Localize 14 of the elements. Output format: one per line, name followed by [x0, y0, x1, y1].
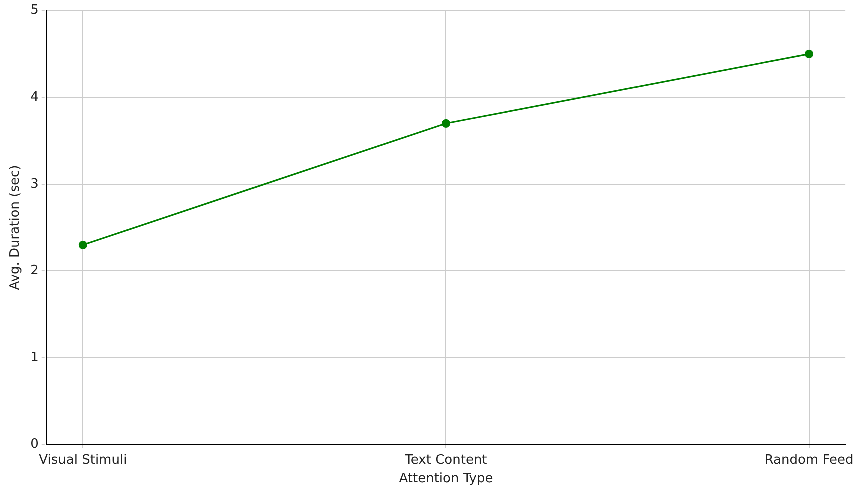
y-tick-label: 5	[30, 3, 39, 18]
y-tick-label: 2	[30, 264, 39, 279]
point	[78, 240, 88, 250]
point	[804, 50, 814, 58]
y-axis-title: Avg. Duration (sec)	[8, 165, 24, 290]
x-tick-label: Visual Stimuli	[39, 452, 128, 468]
x-tick-label: Text Content	[404, 452, 488, 468]
y-tick-label: 0	[30, 437, 39, 452]
x-axis-title: Attention Type	[399, 472, 494, 487]
point	[442, 119, 451, 128]
y-tick-label: 1	[30, 350, 39, 366]
x-tick-label: Random Feed	[764, 452, 854, 468]
y-tick-label: 3	[30, 176, 39, 192]
y-tick-label: 4	[30, 90, 39, 105]
